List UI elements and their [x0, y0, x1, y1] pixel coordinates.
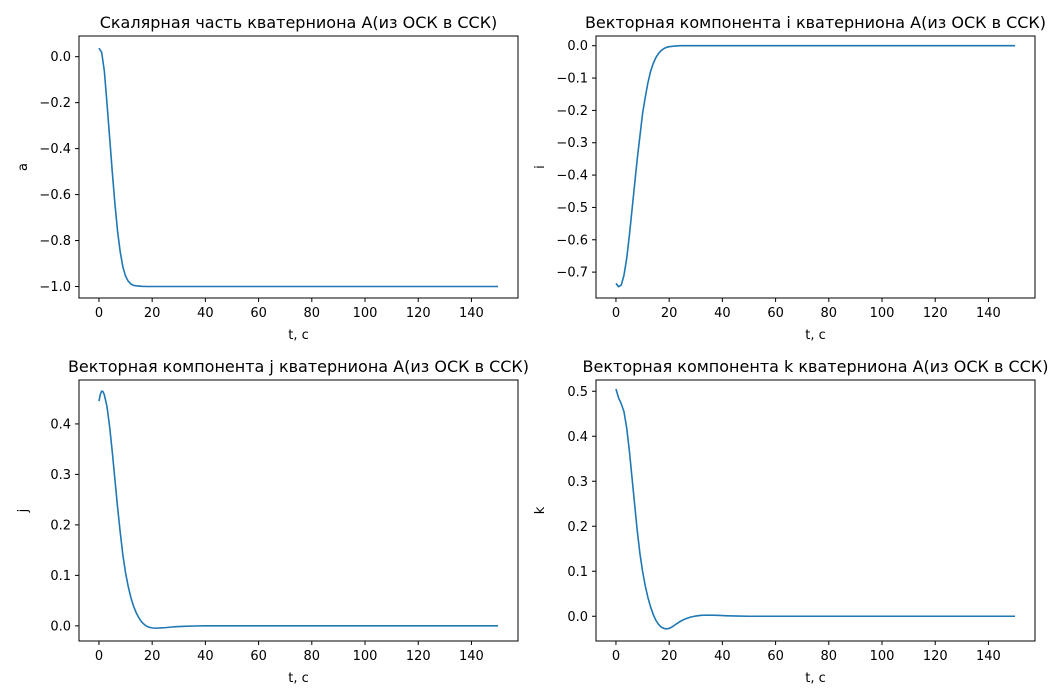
y-tick-label: 0.5 — [567, 385, 588, 400]
y-tick-label: −0.1 — [556, 72, 588, 87]
x-tick-label: 40 — [197, 649, 214, 664]
plot-area: 0 20 40 60 80 100 120 140 0.0 0.1 0.2 0.3 0.4 — [50, 379, 519, 664]
x-tick-label: 60 — [250, 649, 267, 664]
x-tick-label: 140 — [976, 306, 1001, 321]
x-tick-label: 100 — [870, 306, 895, 321]
y-tick-label: −0.6 — [39, 188, 71, 203]
x-tick-label: 40 — [714, 306, 731, 321]
x-axis-label: t, c — [805, 328, 826, 343]
y-tick-label: −0.4 — [556, 169, 588, 184]
x-tick-label: 140 — [976, 649, 1001, 664]
series-line-0 — [615, 44, 1016, 288]
x-tick-label: 60 — [767, 306, 784, 321]
x-tick-label: 120 — [406, 306, 431, 321]
x-tick-label: 60 — [767, 649, 784, 664]
x-tick-label: 0 — [612, 649, 620, 664]
x-tick-label: 100 — [353, 306, 378, 321]
chart-vector-j: Векторная компонента j кватерниона A(из … — [16, 357, 529, 686]
x-tick-label: 120 — [406, 649, 431, 664]
y-axis-label: j — [16, 509, 31, 514]
y-tick-label: −0.3 — [556, 136, 588, 151]
x-tick-label: 140 — [459, 306, 484, 321]
x-tick-label: 40 — [197, 306, 214, 321]
y-tick-label: 0.1 — [567, 565, 588, 580]
x-axis-label: t, c — [805, 671, 826, 686]
x-tick-label: 120 — [923, 649, 948, 664]
series-line-0 — [98, 47, 499, 288]
x-axis-label: t, c — [288, 328, 309, 343]
y-tick-label: 0.1 — [50, 569, 71, 584]
x-tick-label: 80 — [304, 649, 321, 664]
y-tick-label: 0.0 — [50, 619, 71, 634]
x-tick-label: 140 — [459, 649, 484, 664]
x-tick-label: 80 — [821, 649, 838, 664]
y-tick-label: −0.5 — [556, 201, 588, 216]
y-tick-label: 0.4 — [567, 430, 588, 445]
y-tick-label: −0.2 — [556, 104, 588, 119]
x-axis-label: t, c — [288, 671, 309, 686]
series-line-0 — [98, 390, 499, 629]
chart-title: Векторная компонента k кватерниона A(из … — [583, 357, 1049, 376]
y-tick-label: −0.6 — [556, 233, 588, 248]
y-tick-label: −1.0 — [39, 280, 71, 295]
y-tick-label: 0.0 — [567, 610, 588, 625]
x-tick-label: 20 — [144, 649, 161, 664]
y-tick-label: 0.2 — [567, 520, 588, 535]
y-tick-label: 0.0 — [50, 50, 71, 65]
y-tick-label: −0.7 — [556, 266, 588, 281]
x-tick-label: 80 — [821, 306, 838, 321]
axes-frame — [78, 379, 519, 642]
plot-area: 0 20 40 60 80 100 120 140 0.0 −0.1 −0.2 −0.3 −0.4 −0.… — [556, 35, 1036, 321]
x-tick-label: 20 — [144, 306, 161, 321]
y-tick-label: 0.2 — [50, 518, 71, 533]
chart-vector-i: Векторная компонента i кватерниона A(из … — [533, 13, 1046, 343]
y-axis-label: i — [533, 165, 548, 169]
x-tick-label: 20 — [661, 306, 678, 321]
axes-frame — [595, 35, 1036, 299]
x-tick-label: 100 — [353, 649, 378, 664]
chart-title: Векторная компонента j кватерниона A(из … — [68, 357, 529, 376]
series-line-0 — [615, 388, 1016, 630]
x-tick-label: 0 — [95, 306, 103, 321]
chart-vector-k: Векторная компонента k кватерниона A(из … — [533, 357, 1048, 686]
x-tick-label: 0 — [612, 306, 620, 321]
y-tick-label: 0.0 — [567, 39, 588, 54]
plot-area: 0 20 40 60 80 100 120 140 0.0 0.1 0.2 0.3 0.4 0.5 — [567, 379, 1036, 664]
axes-frame — [595, 379, 1036, 642]
x-tick-label: 40 — [714, 649, 731, 664]
y-tick-label: 0.3 — [567, 475, 588, 490]
y-tick-label: −0.8 — [39, 234, 71, 249]
chart-title: Скалярная часть кватерниона A(из ОСК в С… — [100, 13, 498, 32]
y-axis-label: a — [16, 163, 31, 171]
x-tick-label: 60 — [250, 306, 267, 321]
x-tick-label: 120 — [923, 306, 948, 321]
y-tick-label: −0.4 — [39, 142, 71, 157]
y-tick-label: 0.4 — [50, 417, 71, 432]
x-tick-label: 20 — [661, 649, 678, 664]
x-tick-label: 0 — [95, 649, 103, 664]
x-tick-label: 100 — [870, 649, 895, 664]
axes-frame — [78, 35, 519, 299]
y-axis-label: k — [533, 506, 548, 514]
chart-scalar-a: Скалярная часть кватерниона A(из ОСК в С… — [16, 13, 519, 343]
chart-title: Векторная компонента i кватерниона A(из … — [585, 13, 1046, 32]
plot-area: 0 20 40 60 80 100 120 140 0.0 −0.2 −0.4 −0.6 −0.8 −1.… — [39, 35, 519, 321]
y-tick-label: −0.2 — [39, 96, 71, 111]
x-tick-label: 80 — [304, 306, 321, 321]
y-tick-label: 0.3 — [50, 468, 71, 483]
